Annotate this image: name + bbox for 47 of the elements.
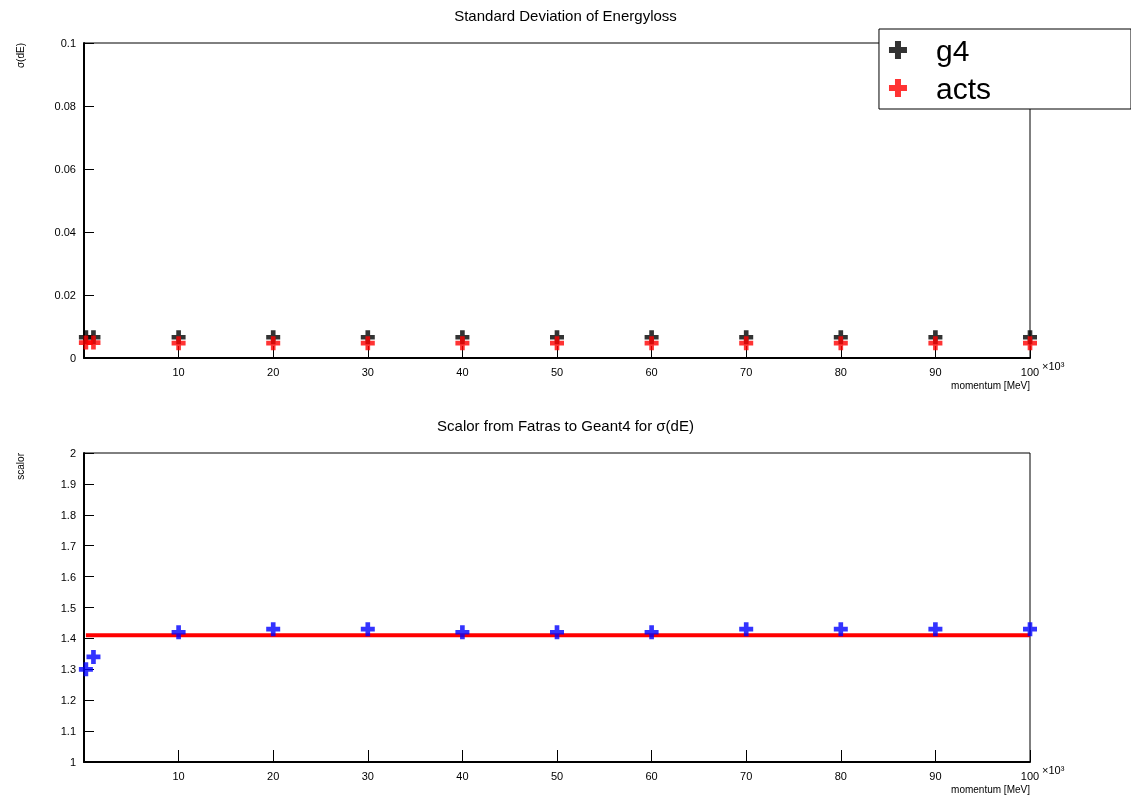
x-tick-label: 80 xyxy=(834,365,847,378)
y-tick-label: 1 xyxy=(69,756,76,768)
x-tick-label: 30 xyxy=(361,365,374,378)
x-tick-label: 50 xyxy=(550,365,564,378)
y-tick-label: 1.7 xyxy=(60,539,76,552)
x-axis-title: momentum [MeV] xyxy=(951,379,1031,391)
y-tick-label: 2 xyxy=(69,447,76,459)
chart-title: Standard Deviation of Energyloss xyxy=(454,7,677,24)
y-tick-label: 1.3 xyxy=(60,663,76,676)
text: ×10³ xyxy=(1042,359,1065,372)
y-tick-label: 1.2 xyxy=(60,694,76,707)
text: ×10³ xyxy=(1042,763,1065,776)
y-tick-label: 0 xyxy=(69,352,76,364)
y-tick-label: 0.02 xyxy=(54,289,76,301)
x-tick-label: 30 xyxy=(361,769,374,782)
legend-label: g4 xyxy=(935,33,970,67)
x-tick-label: 90 xyxy=(929,769,942,782)
x-tick-label: 100 xyxy=(1020,769,1040,782)
x-tick-label: 60 xyxy=(645,769,658,782)
x-tick-label: 40 xyxy=(456,769,469,782)
x-tick-label: 20 xyxy=(267,769,280,782)
y-tick-label: 1.4 xyxy=(60,632,76,645)
y-axis-title: σ(dE) xyxy=(14,43,26,69)
x-tick-label: 10 xyxy=(172,365,185,378)
chart-title: Scalor from Fatras to Geant4 for σ(dE) xyxy=(437,417,694,434)
y-tick-label: 1.5 xyxy=(60,601,76,614)
y-tick-label: 1.8 xyxy=(60,508,76,521)
x-tick-label: 90 xyxy=(929,365,942,378)
y-tick-label: 0.06 xyxy=(54,163,76,175)
y-tick-label: 1.6 xyxy=(60,570,76,583)
legend-label: acts xyxy=(935,71,992,105)
x-tick-label: 70 xyxy=(740,365,753,378)
x-tick-label: 100 xyxy=(1020,365,1040,378)
x-tick-label: 40 xyxy=(456,365,469,378)
x-tick-label: 80 xyxy=(834,769,847,782)
y-tick-label: 1.9 xyxy=(60,477,76,490)
y-tick-label: 0.1 xyxy=(60,37,76,49)
y-tick-label: 0.04 xyxy=(54,226,76,238)
x-tick-label: 10 xyxy=(172,769,185,782)
x-tick-label: 20 xyxy=(267,365,280,378)
x-axis-title: momentum [MeV] xyxy=(951,783,1031,795)
x-tick-label: 60 xyxy=(645,365,658,378)
x-tick-label: 50 xyxy=(550,769,564,782)
x-tick-label: 70 xyxy=(740,769,753,782)
y-tick-label: 1.1 xyxy=(60,725,76,738)
y-tick-label: 0.08 xyxy=(54,100,76,112)
y-axis-title: scalor xyxy=(14,452,26,480)
